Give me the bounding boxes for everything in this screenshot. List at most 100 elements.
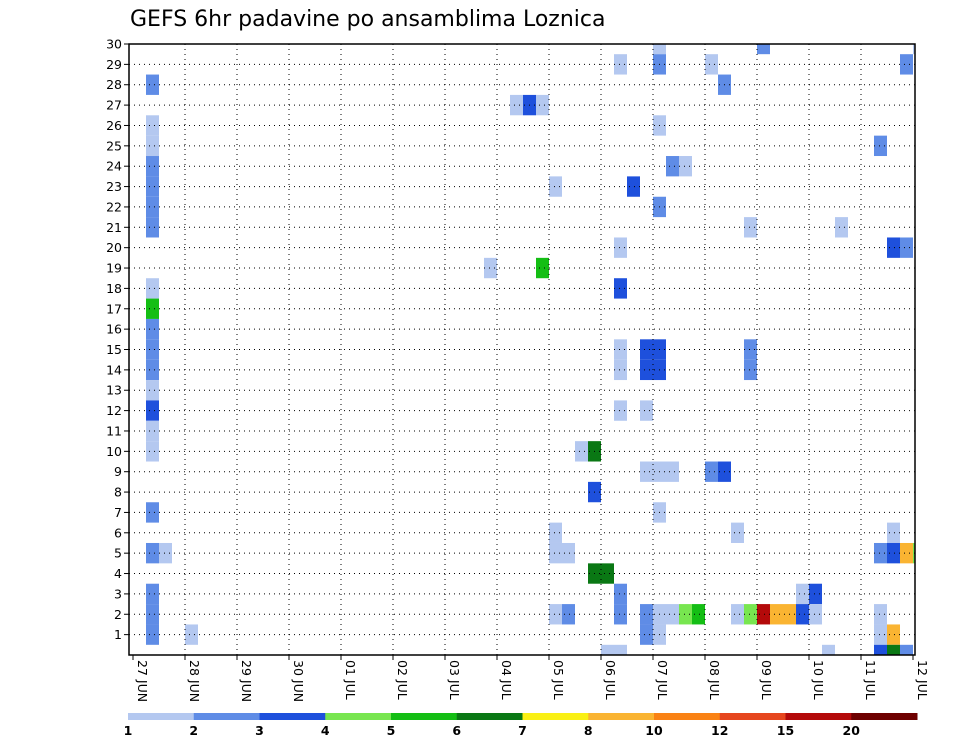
y-tick-label: 29	[106, 57, 122, 72]
x-tick-label: 10 JUL	[811, 660, 826, 700]
precip-cell	[796, 604, 809, 625]
colorbar-swatch	[391, 713, 458, 720]
precip-cell	[705, 461, 718, 482]
precip-cell	[146, 318, 159, 340]
precip-cell	[614, 604, 627, 625]
colorbar-label: 2	[189, 723, 198, 738]
precip-cell	[887, 237, 900, 258]
y-tick-label: 21	[106, 220, 122, 235]
y-tick-label: 15	[106, 342, 122, 357]
colorbar-label: 7	[518, 723, 527, 738]
x-tick-label: 08 JUL	[707, 660, 722, 700]
precip-cell	[900, 237, 913, 258]
x-axis: 27 JUN 28 JUN 29 JUN 30 JUN 01 JUL 02 JUL 03 J…	[132, 655, 930, 702]
precip-cell	[679, 604, 692, 625]
y-tick-label: 30	[106, 37, 122, 52]
colorbar-swatch	[654, 713, 721, 720]
precip-cell	[744, 217, 757, 238]
y-tick-label: 7	[114, 505, 122, 520]
y-tick-label: 4	[114, 566, 122, 581]
x-tick-label: 05 JUL	[551, 660, 566, 700]
precip-cell	[900, 542, 913, 564]
precip-cell	[614, 400, 627, 421]
y-tick-label: 25	[106, 138, 122, 153]
colorbar-swatch	[719, 713, 786, 720]
y-tick-label: 11	[106, 423, 122, 438]
y-tick-label: 8	[114, 485, 122, 500]
precip-cell	[757, 44, 770, 55]
colorbar: 1 2 3 4 5 6 7 8 10 12 15 20	[124, 713, 918, 738]
precip-cell	[159, 542, 172, 564]
precip-cell	[835, 217, 848, 238]
precip-cell	[549, 176, 562, 197]
precip-cell	[653, 44, 666, 55]
precip-cell	[536, 257, 549, 279]
precip-cell	[809, 583, 822, 605]
precip-cell	[185, 624, 198, 645]
y-tick-label: 5	[114, 546, 122, 561]
x-tick-label: 12 JUL	[915, 660, 930, 700]
x-tick-label: 09 JUL	[759, 660, 774, 700]
heatmap-cells	[146, 44, 915, 655]
precip-cell	[705, 54, 718, 75]
colorbar-swatch	[259, 713, 326, 720]
colorbar-swatch	[128, 713, 195, 720]
x-tick-label: 04 JUL	[499, 660, 514, 700]
grid-lines	[129, 44, 915, 655]
precip-cell	[146, 115, 159, 136]
precip-cell	[744, 604, 757, 625]
y-tick-label: 3	[114, 586, 122, 601]
x-tick-label: 11 JUL	[863, 660, 878, 700]
precip-cell	[146, 359, 159, 381]
colorbar-swatch	[588, 713, 655, 720]
colorbar-label: 1	[124, 723, 133, 738]
x-tick-label: 02 JUL	[395, 660, 410, 700]
precip-cell	[614, 359, 627, 381]
precip-cell	[146, 196, 159, 218]
precip-cell	[900, 644, 913, 655]
colorbar-label: 8	[584, 723, 593, 738]
y-tick-label: 2	[114, 607, 122, 622]
y-tick-label: 27	[106, 98, 122, 113]
x-tick-label: 30 JUN	[291, 660, 306, 702]
precip-cell	[549, 604, 562, 625]
precip-cell	[575, 441, 588, 462]
precip-cell	[653, 604, 679, 625]
x-tick-label: 07 JUL	[655, 660, 670, 700]
precip-cell	[887, 522, 900, 543]
precip-cell	[562, 604, 575, 625]
precip-cell	[614, 237, 627, 258]
y-tick-label: 26	[106, 118, 122, 133]
y-tick-label: 9	[114, 464, 122, 479]
colorbar-label: 20	[843, 723, 861, 738]
x-tick-label: 27 JUN	[135, 660, 150, 702]
precip-cell	[146, 278, 159, 299]
precip-cell	[614, 54, 627, 75]
colorbar-label: 15	[777, 723, 794, 738]
colorbar-swatch	[785, 713, 852, 720]
precip-cell	[757, 604, 770, 625]
precip-cell	[770, 604, 796, 625]
precip-cell	[731, 522, 744, 543]
y-tick-label: 23	[106, 179, 122, 194]
precip-cell	[887, 542, 900, 564]
precip-cell	[874, 542, 887, 564]
y-tick-label: 24	[106, 159, 122, 174]
y-tick-label: 18	[106, 281, 122, 296]
y-tick-label: 10	[106, 444, 122, 459]
precip-cell	[146, 441, 159, 462]
precip-cell	[146, 176, 159, 197]
precip-cell	[627, 176, 640, 197]
y-tick-label: 12	[106, 403, 122, 418]
precip-cell	[146, 74, 159, 95]
precip-cell	[614, 339, 627, 360]
colorbar-label: 10	[645, 723, 663, 738]
precip-cell	[640, 604, 653, 625]
y-tick-label: 28	[106, 77, 122, 92]
precip-cell	[744, 339, 757, 360]
precip-cell	[614, 278, 627, 299]
precip-cell	[692, 604, 705, 625]
colorbar-swatch	[193, 713, 260, 720]
precip-cell	[146, 400, 159, 421]
